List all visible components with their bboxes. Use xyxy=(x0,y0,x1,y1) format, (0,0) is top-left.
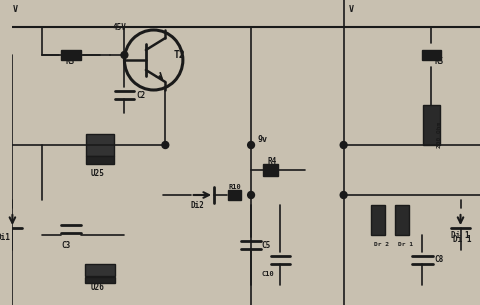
Text: V: V xyxy=(348,5,353,15)
Bar xyxy=(85,264,115,276)
Text: C2: C2 xyxy=(136,91,145,99)
Text: R5: R5 xyxy=(434,58,444,66)
Text: U26: U26 xyxy=(90,284,104,292)
Circle shape xyxy=(248,142,254,149)
Bar xyxy=(61,50,81,60)
Circle shape xyxy=(340,142,347,149)
Text: Di 1: Di 1 xyxy=(451,231,469,241)
Circle shape xyxy=(248,192,254,199)
Bar xyxy=(263,164,278,176)
Text: V: V xyxy=(12,5,17,15)
Text: 45V: 45V xyxy=(113,23,127,33)
Circle shape xyxy=(121,52,128,59)
Bar xyxy=(228,190,241,200)
Bar xyxy=(371,205,384,235)
Text: C5: C5 xyxy=(262,241,271,249)
Text: C8: C8 xyxy=(434,256,444,264)
Bar xyxy=(421,50,441,60)
Bar xyxy=(422,105,440,145)
Text: R4: R4 xyxy=(268,156,277,166)
Text: 9v: 9v xyxy=(258,135,268,145)
Circle shape xyxy=(340,192,347,199)
Text: Dr 2: Dr 2 xyxy=(374,242,389,247)
Text: U25: U25 xyxy=(90,168,104,178)
Circle shape xyxy=(162,142,169,149)
Bar xyxy=(86,156,114,164)
Text: Di1: Di1 xyxy=(0,234,11,242)
Bar xyxy=(395,205,409,235)
Text: R5: R5 xyxy=(65,58,74,66)
Text: C3: C3 xyxy=(61,241,71,249)
Text: 200 Ohm: 200 Ohm xyxy=(437,122,442,148)
Text: Di 1: Di 1 xyxy=(453,235,471,245)
Bar xyxy=(86,134,114,156)
Bar xyxy=(85,277,115,283)
Text: T2: T2 xyxy=(173,50,185,60)
Text: R10: R10 xyxy=(228,184,241,190)
Text: Di2: Di2 xyxy=(191,200,204,210)
Text: C10: C10 xyxy=(262,271,275,277)
Text: Dr 1: Dr 1 xyxy=(398,242,413,247)
